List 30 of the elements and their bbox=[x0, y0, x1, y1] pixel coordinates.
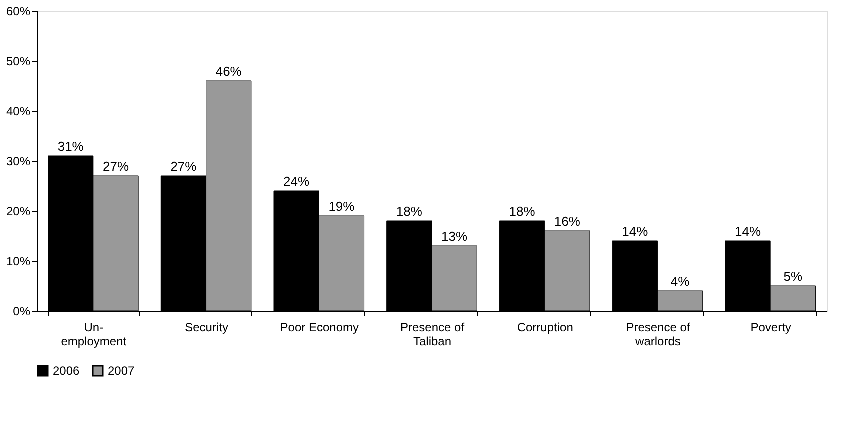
data-label: 13% bbox=[442, 229, 468, 244]
x-tick-label: Poor Economy bbox=[280, 320, 359, 334]
data-label: 27% bbox=[170, 159, 198, 174]
data-label: 16% bbox=[554, 214, 581, 229]
data-label: 5% bbox=[784, 269, 803, 284]
data-label: 31% bbox=[58, 139, 84, 154]
data-label: 4% bbox=[670, 274, 690, 289]
data-label: 19% bbox=[328, 199, 356, 214]
x-tick-label: Corruption bbox=[517, 320, 574, 334]
data-label: 18% bbox=[509, 204, 536, 219]
y-tick-label: 0% bbox=[13, 304, 31, 318]
legend-label: 2006 bbox=[53, 364, 80, 378]
y-tick-label: 60% bbox=[6, 4, 31, 18]
y-tick-label: 10% bbox=[6, 254, 31, 268]
data-label: 14% bbox=[734, 224, 762, 239]
y-tick-label: 40% bbox=[6, 104, 31, 118]
data-label: 24% bbox=[284, 174, 310, 189]
x-tick-label: Presence of Taliban bbox=[400, 320, 466, 348]
data-label: 46% bbox=[216, 64, 242, 79]
x-tick-label: Poverty bbox=[750, 320, 792, 334]
y-tick-label: 30% bbox=[6, 154, 31, 168]
x-tick-label: Un- employment bbox=[61, 320, 128, 348]
data-label: 14% bbox=[622, 224, 649, 239]
data-label: 27% bbox=[102, 159, 130, 174]
legend-label: 2007 bbox=[108, 364, 136, 378]
y-tick-label: 20% bbox=[6, 204, 31, 218]
y-tick-label: 50% bbox=[6, 54, 31, 68]
data-label: 18% bbox=[396, 204, 423, 219]
x-tick-label: Presence of warlords bbox=[626, 320, 691, 348]
x-tick-label: Security bbox=[185, 320, 228, 334]
